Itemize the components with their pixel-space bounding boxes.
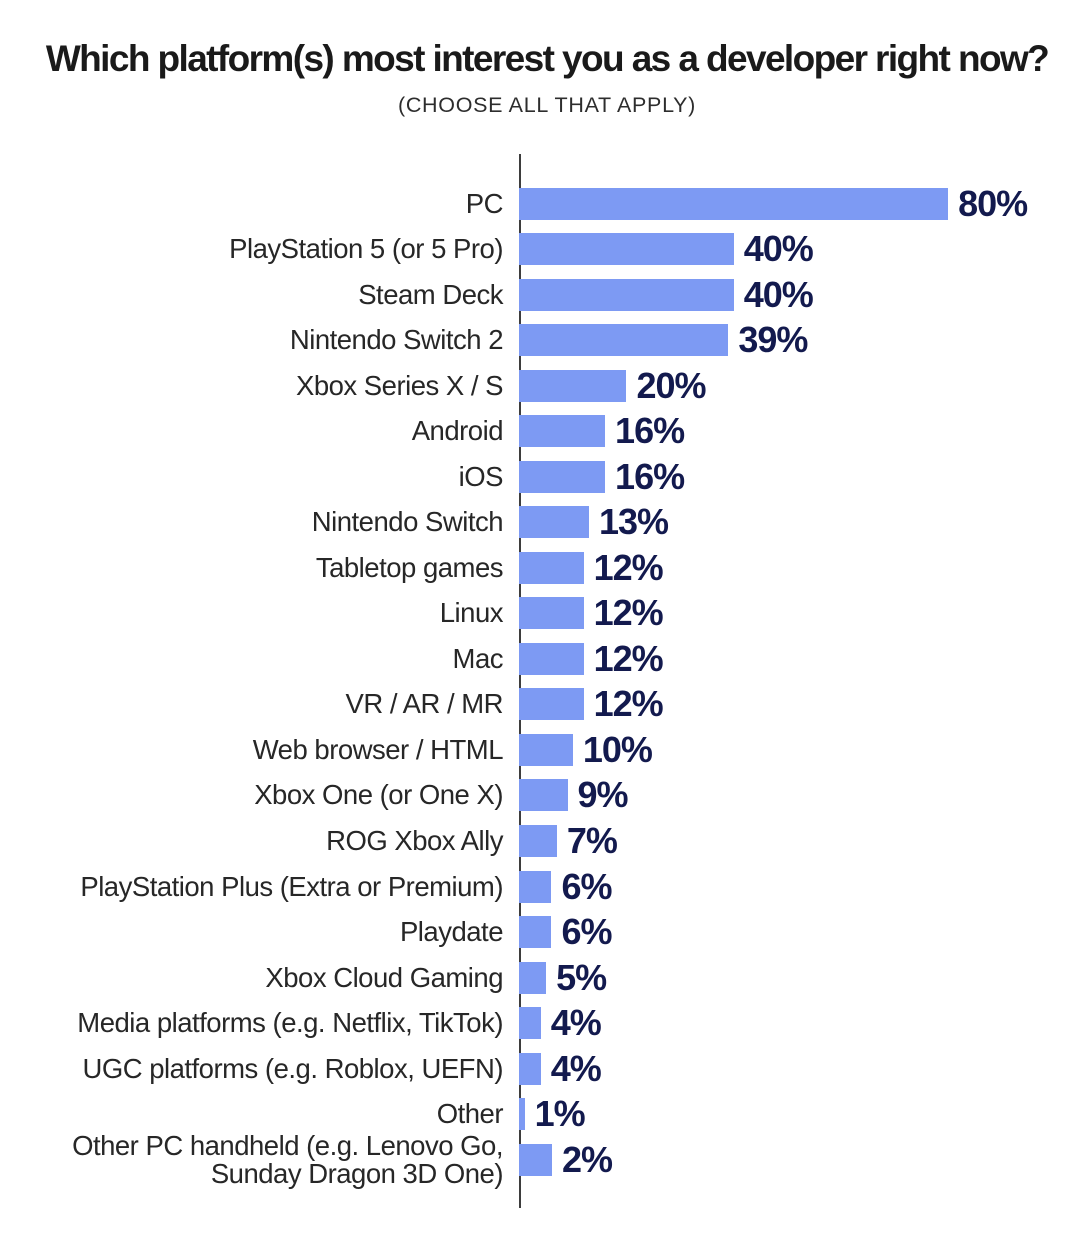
bar bbox=[519, 961, 547, 994]
category-label: Xbox Cloud Gaming bbox=[265, 961, 503, 993]
bar bbox=[519, 1143, 552, 1176]
category-label: Web browser / HTML bbox=[252, 733, 504, 765]
bar bbox=[519, 825, 557, 858]
category-label: Media platforms (e.g. Netflix, TikTok) bbox=[77, 1007, 503, 1039]
category-label: Xbox One (or One X) bbox=[254, 779, 503, 811]
category-label: VR / AR / MR bbox=[345, 688, 504, 720]
bar bbox=[519, 233, 734, 266]
bar bbox=[519, 642, 584, 675]
bar bbox=[519, 1098, 525, 1131]
value-label: 6% bbox=[561, 865, 612, 907]
value-label: 12% bbox=[593, 683, 664, 725]
bar bbox=[519, 415, 606, 448]
value-label: 10% bbox=[582, 728, 653, 770]
category-label: Other PC handheld (e.g. Lenovo Go, Sunda… bbox=[72, 1129, 503, 1189]
category-label: Steam Deck bbox=[358, 278, 503, 310]
bar bbox=[519, 916, 552, 949]
value-label: 16% bbox=[615, 455, 685, 497]
bar bbox=[519, 779, 568, 812]
value-label: 16% bbox=[615, 410, 685, 452]
category-label: ROG Xbox Ally bbox=[326, 825, 503, 857]
value-label: 13% bbox=[598, 501, 669, 543]
category-label: Xbox Series X / S bbox=[295, 369, 504, 401]
value-label: 4% bbox=[550, 1002, 602, 1044]
category-label: Other bbox=[436, 1098, 504, 1130]
bar bbox=[519, 870, 552, 903]
category-label: Playdate bbox=[399, 916, 504, 948]
y-axis-line bbox=[519, 154, 521, 1208]
value-label: 9% bbox=[577, 774, 629, 816]
value-label: 1% bbox=[534, 1093, 586, 1135]
bar bbox=[519, 278, 734, 311]
bar bbox=[519, 597, 584, 630]
value-label: 39% bbox=[738, 319, 808, 361]
chart-title: Which platform(s) most interest you as a… bbox=[45, 38, 1050, 79]
category-label: iOS bbox=[458, 460, 504, 492]
category-label: Tabletop games bbox=[315, 551, 504, 583]
value-label: 12% bbox=[593, 546, 664, 588]
category-label: Nintendo Switch bbox=[311, 506, 504, 538]
bar bbox=[519, 369, 627, 402]
category-label: Linux bbox=[439, 597, 504, 629]
category-label: PlayStation Plus (Extra or Premium) bbox=[80, 870, 503, 902]
value-label: 6% bbox=[561, 911, 612, 953]
bar bbox=[519, 187, 949, 220]
bar bbox=[519, 688, 584, 721]
bar bbox=[519, 1007, 541, 1040]
value-label: 12% bbox=[593, 637, 664, 679]
value-label: 20% bbox=[636, 364, 707, 406]
value-label: 80% bbox=[958, 182, 1028, 224]
bar bbox=[519, 733, 573, 766]
category-label: PC bbox=[465, 187, 504, 219]
value-label: 2% bbox=[561, 1138, 613, 1180]
value-label: 5% bbox=[556, 956, 607, 998]
category-label: PlayStation 5 (or 5 Pro) bbox=[229, 233, 503, 265]
bar bbox=[519, 324, 729, 357]
bar bbox=[519, 551, 584, 584]
category-label: UGC platforms (e.g. Roblox, UEFN) bbox=[82, 1052, 503, 1084]
value-label: 40% bbox=[743, 273, 814, 315]
bar bbox=[519, 1052, 541, 1085]
value-label: 12% bbox=[593, 592, 664, 634]
chart-subtitle: (CHOOSE ALL THAT APPLY) bbox=[397, 93, 697, 117]
bar bbox=[519, 506, 589, 539]
value-label: 40% bbox=[743, 228, 814, 270]
value-label: 7% bbox=[566, 820, 618, 862]
bar bbox=[519, 460, 606, 493]
value-label: 4% bbox=[550, 1047, 602, 1089]
category-label: Nintendo Switch 2 bbox=[289, 324, 504, 356]
category-label: Mac bbox=[452, 642, 504, 674]
category-label: Android bbox=[411, 415, 504, 447]
